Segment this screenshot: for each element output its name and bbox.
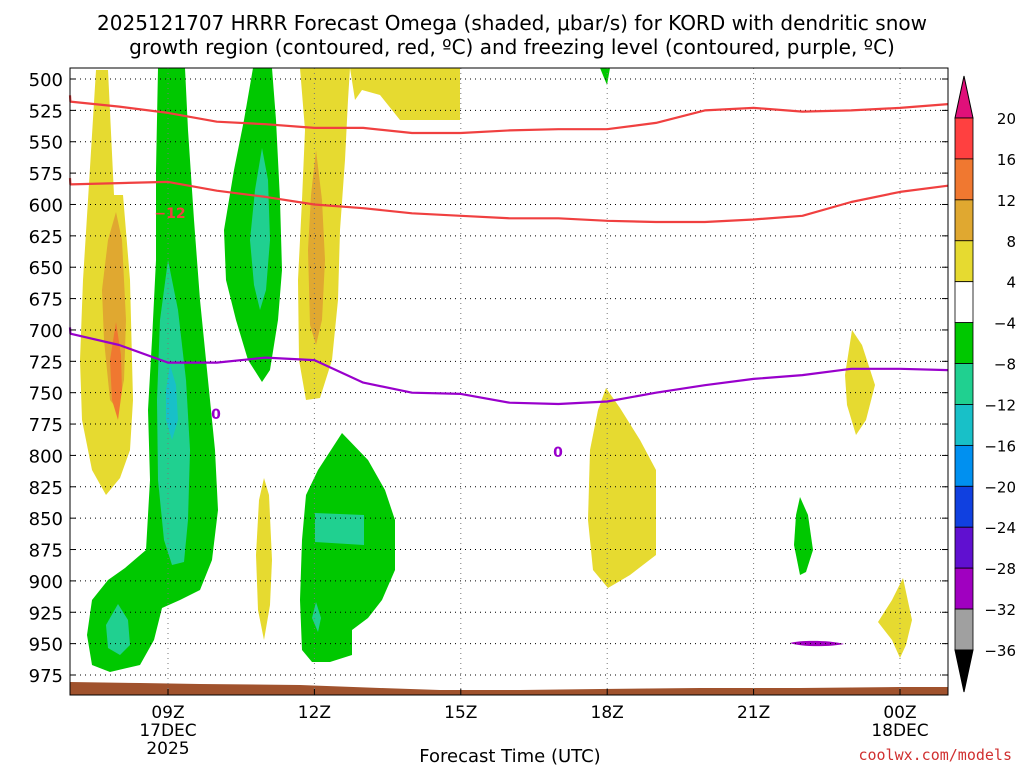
contour-label-freezing-left: 0 <box>211 407 221 423</box>
x-tick-label: 00Z <box>883 703 916 723</box>
colorbar-band <box>954 526 974 569</box>
omega-pos-region-narrow-11z <box>256 478 272 640</box>
y-tick-label: 775 <box>29 415 63 436</box>
y-tick-label: 675 <box>29 290 63 311</box>
omega-neg-core-lightblue <box>166 365 178 440</box>
colorbar-label: 12 <box>997 192 1016 210</box>
omega-pos-region-mid <box>298 68 350 400</box>
colorbar-label: −36 <box>984 642 1016 660</box>
colorbar-band <box>954 281 974 324</box>
x-tick-label: 09Z <box>151 703 184 723</box>
y-tick-label: 800 <box>29 446 63 467</box>
colorbar-label: −16 <box>984 437 1016 455</box>
colorbar-label: −24 <box>984 519 1016 537</box>
contour-label-freezing-right: 0 <box>553 445 563 461</box>
omega-neg-core-12z-low <box>315 513 364 545</box>
colorbar-band <box>954 608 974 651</box>
colorbar-band <box>954 322 974 364</box>
y-tick-label: 750 <box>29 384 63 405</box>
omega-neg-region-top-sliver <box>600 68 610 85</box>
x-tick-label: 15Z <box>444 703 477 723</box>
omega-neg-region-2230z <box>794 497 813 575</box>
colorbar-bottom-arrow <box>954 649 974 693</box>
colorbar-band <box>954 363 974 405</box>
contour-line <box>68 327 949 406</box>
y-tick-label: 825 <box>29 478 63 499</box>
colorbar-label: 8 <box>1006 233 1016 251</box>
omega-pos-core-mid <box>308 150 325 345</box>
y-tick-label: 500 <box>29 70 63 91</box>
colorbar-label: −32 <box>984 601 1016 619</box>
colorbar-band <box>954 485 974 528</box>
colorbar-label: −28 <box>984 560 1016 578</box>
colorbar-label: 16 <box>997 151 1016 169</box>
colorbar-top-arrow <box>954 75 974 119</box>
y-tick-label: 975 <box>29 666 63 687</box>
x-tick-date: 17DEC <box>139 721 196 741</box>
colorbar-band <box>954 199 974 242</box>
omega-pos-max-left <box>110 322 122 420</box>
colorbar: 20 16 12 8 4 −4 −8 −12 −16 −20 −24 −28 −32 −36 <box>954 75 1016 693</box>
y-tick-label: 625 <box>29 227 63 248</box>
x-tick-label: 18Z <box>591 703 624 723</box>
x-axis-label: Forecast Time (UTC) <box>419 746 600 767</box>
contour-lines: −12 0 0 <box>68 95 949 461</box>
omega-pos-region-2330z <box>845 330 875 435</box>
y-tick-label: 950 <box>29 635 63 656</box>
y-tick-label: 850 <box>29 509 63 530</box>
omega-neg-core-low-left <box>106 604 130 655</box>
contour-line <box>68 95 949 135</box>
contour-label-minus12: −12 <box>154 206 185 222</box>
y-tick-label: 575 <box>29 164 63 185</box>
y-tick-label: 700 <box>29 321 63 342</box>
x-tick-year: 2025 <box>146 739 189 759</box>
y-tick-label: 875 <box>29 541 63 562</box>
colorbar-band <box>954 240 974 283</box>
colorbar-label: −12 <box>984 396 1016 414</box>
colorbar-band <box>954 444 974 487</box>
omega-neg-purple-blob <box>790 640 844 647</box>
colorbar-band <box>954 404 974 446</box>
y-tick-label: 550 <box>29 133 63 154</box>
surface-strip <box>70 682 948 695</box>
chart-title-line2: growth region (contoured, red, ºC) and f… <box>129 35 895 59</box>
y-tick-label: 525 <box>29 101 63 122</box>
colorbar-label: −20 <box>984 478 1016 496</box>
credit-text: coolwx.com/models <box>858 746 1012 764</box>
y-tick-label: 650 <box>29 258 63 279</box>
colorbar-label: −8 <box>994 356 1016 374</box>
colorbar-label: 20 <box>997 110 1016 128</box>
y-axis: 500 525 550 575 600 625 650 675 700 725 750 775 800 8… <box>29 70 948 687</box>
plot-frame <box>69 67 949 696</box>
colorbar-label: 4 <box>1006 274 1016 292</box>
chart-title-line1: 2025121707 HRRR Forecast Omega (shaded, … <box>97 11 927 35</box>
y-tick-label: 725 <box>29 352 63 373</box>
omega-pos-region-00z-low <box>878 578 912 658</box>
contour-line <box>68 178 949 224</box>
omega-shading <box>70 68 948 695</box>
y-tick-label: 925 <box>29 603 63 624</box>
y-tick-label: 900 <box>29 572 63 593</box>
omega-pos-region-top <box>350 68 460 120</box>
omega-neg-region-12z-low <box>300 433 395 662</box>
colorbar-band <box>954 117 974 160</box>
x-tick-label: 12Z <box>298 703 331 723</box>
x-tick-date: 18DEC <box>871 721 928 741</box>
colorbar-label: −4 <box>994 315 1016 333</box>
omega-neg-core-upper <box>250 148 270 310</box>
colorbar-band <box>954 567 974 610</box>
colorbar-band <box>954 158 974 201</box>
x-tick-label: 21Z <box>737 703 770 723</box>
omega-neg-core-12z-small <box>312 602 321 632</box>
y-tick-label: 600 <box>29 195 63 216</box>
omega-pos-region-18z <box>588 388 656 588</box>
